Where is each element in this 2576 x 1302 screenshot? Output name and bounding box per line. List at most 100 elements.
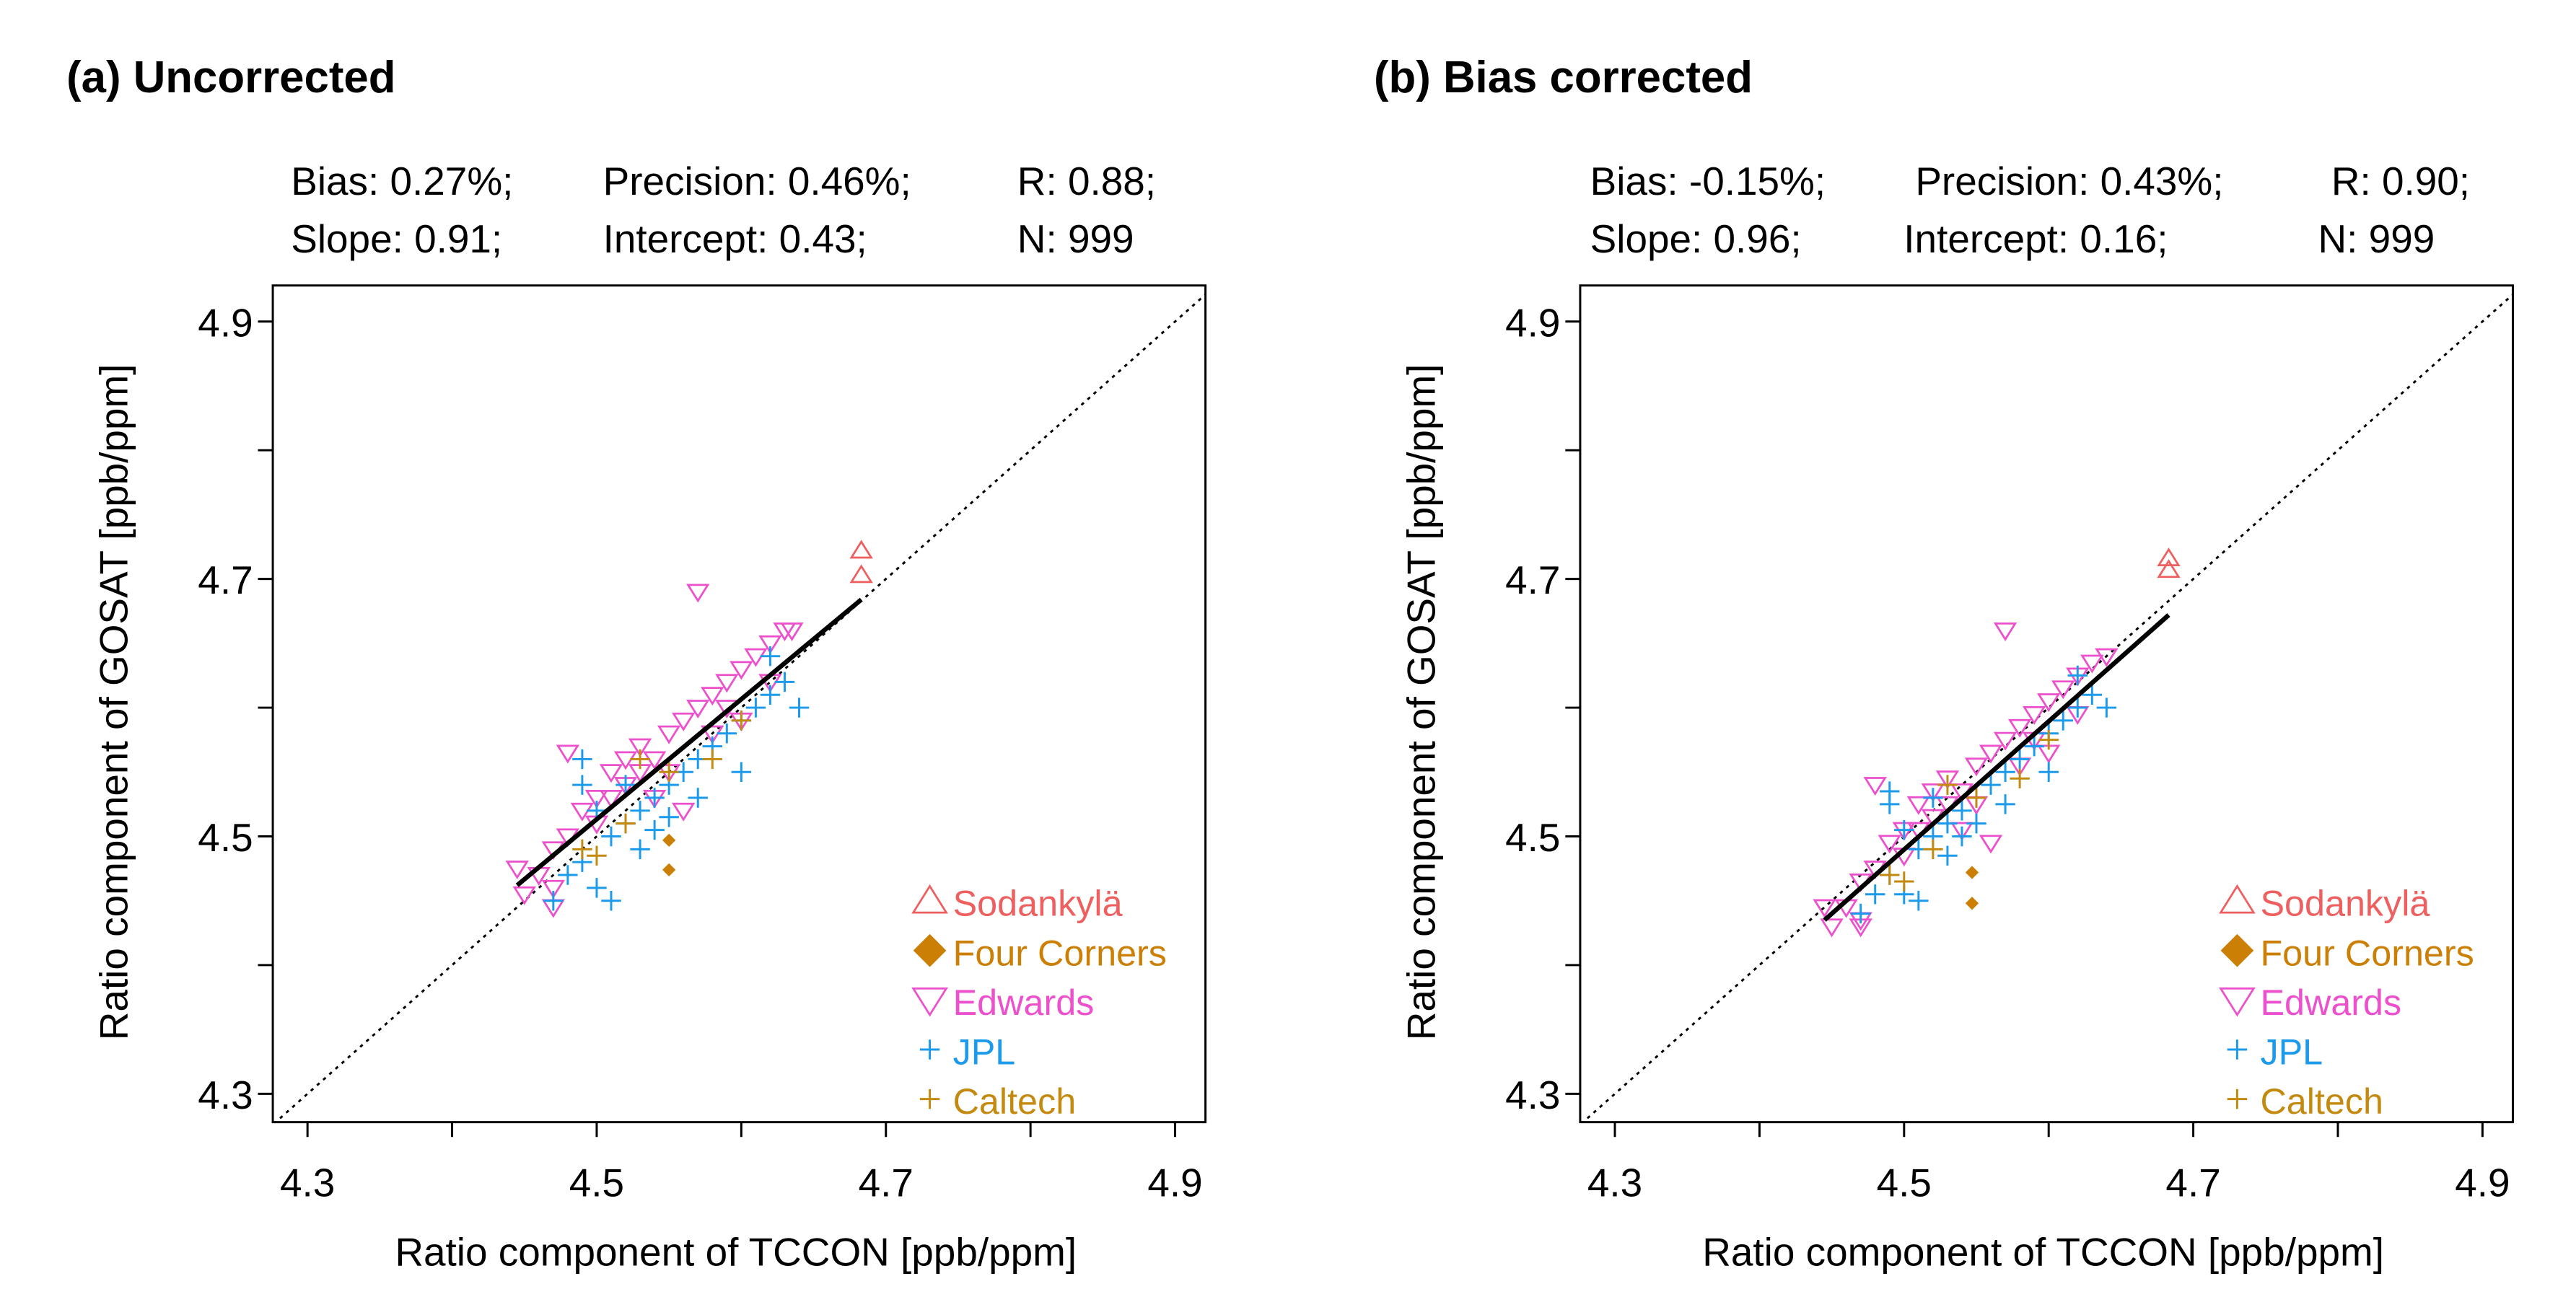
series-sodankyl- [2157, 547, 2181, 579]
data-point [1993, 623, 2018, 641]
data-point [2157, 559, 2181, 579]
data-point [1952, 826, 1972, 847]
data-point [556, 744, 580, 764]
y-tick-label: 4.9 [1505, 300, 1560, 345]
data-point [1965, 866, 1979, 879]
data-point [1878, 835, 1901, 854]
one-to-one-line [1581, 293, 2513, 1122]
data-point [780, 623, 804, 641]
legend-marker [911, 884, 948, 914]
x-tick-label: 4.7 [2165, 1161, 2220, 1205]
legend-label: Edwards [953, 982, 1095, 1023]
data-point [2096, 698, 2117, 718]
data-point [1981, 775, 2001, 795]
stat-intercept: Intercept: 0.16; [1903, 216, 2168, 261]
data-point [644, 819, 665, 840]
y-tick-label: 4.3 [198, 1073, 253, 1117]
x-tick-label: 4.9 [2455, 1161, 2510, 1205]
data-point [1921, 783, 1945, 802]
legend-marker [2227, 1039, 2248, 1060]
data-point [2010, 768, 2030, 788]
regression-line [1823, 613, 2170, 922]
data-point [2038, 729, 2059, 750]
panel-a: (a) Uncorrected Bias: 0.27%; Precision: 0.… [66, 53, 1207, 1275]
legend: Sodankylä Four Corners Edwards JPL Caltech [911, 883, 1167, 1122]
data-point [1965, 897, 1979, 910]
data-point [671, 802, 696, 822]
y-axis-label: Ratio component of GOSAT [ppb/ppm] [1399, 364, 1444, 1041]
data-point [644, 788, 665, 808]
legend-label: Edwards [2260, 982, 2401, 1023]
legend-label: JPL [2260, 1032, 2323, 1073]
data-point [587, 878, 607, 898]
data-point [701, 687, 724, 706]
data-point [1937, 845, 1958, 866]
stat-slope: Slope: 0.96; [1590, 216, 1802, 261]
data-point [2007, 718, 2032, 738]
data-point [730, 661, 753, 680]
y-tick-label: 4.9 [198, 300, 253, 345]
data-point [1950, 822, 1974, 841]
data-point [1894, 819, 1914, 840]
data-point [1993, 731, 2018, 751]
data-point [1964, 757, 1989, 777]
data-point [702, 749, 722, 770]
x-tick-label: 4.3 [1587, 1161, 1642, 1205]
legend-label: Four Corners [2260, 932, 2474, 973]
data-point [584, 789, 609, 809]
stat-bias: Bias: -0.15%; [1590, 159, 1826, 203]
legend-marker [2219, 884, 2256, 914]
legend-marker [2227, 1088, 2248, 1109]
data-point [671, 712, 696, 731]
data-point [1820, 918, 1844, 938]
y-tick-label: 4.3 [1505, 1073, 1560, 1117]
data-point [1906, 796, 1931, 815]
data-point [1865, 884, 1885, 905]
legend-label: Caltech [953, 1081, 1077, 1122]
series-four-corners [1965, 866, 1979, 910]
x-axis-label: Ratio component of TCCON [ppb/ppm] [395, 1230, 1077, 1275]
data-point [1863, 777, 1887, 796]
data-point [688, 788, 708, 808]
data-point [2157, 547, 2181, 567]
data-point [659, 762, 679, 783]
plot-area [1581, 293, 2513, 1122]
data-point [758, 635, 782, 654]
data-point [686, 584, 710, 603]
data-point [745, 698, 766, 718]
plot-frame [271, 284, 1207, 1124]
data-point [731, 762, 752, 783]
data-point [1909, 890, 1929, 911]
legend-label: Four Corners [953, 932, 1167, 973]
panel-b: (b) Bias corrected Bias: -0.15%; Precision… [1374, 53, 2514, 1275]
plot-frame [1579, 284, 2514, 1124]
data-point [760, 685, 781, 705]
legend-label: Sodankylä [953, 883, 1123, 924]
legend-label: Caltech [2260, 1081, 2383, 1122]
data-point [543, 890, 564, 911]
data-point [849, 564, 873, 584]
data-point [572, 775, 592, 795]
legend-marker [911, 987, 948, 1017]
data-point [615, 813, 636, 834]
data-point [1937, 775, 1958, 795]
data-point [2067, 698, 2088, 718]
y-tick-label: 4.5 [1505, 815, 1560, 860]
data-point [2010, 749, 2030, 770]
legend-marker [919, 1039, 940, 1060]
data-point [849, 540, 873, 559]
data-point [760, 646, 781, 667]
data-point [2022, 706, 2046, 725]
data-point [686, 700, 710, 719]
data-point [601, 826, 621, 847]
legend-label: JPL [953, 1032, 1016, 1073]
plot-area [273, 293, 1206, 1122]
data-point [2067, 665, 2088, 686]
data-point [1894, 871, 1914, 892]
x-tick-label: 4.5 [569, 1161, 624, 1205]
data-point [2053, 711, 2073, 731]
data-point [789, 698, 810, 718]
data-point [1979, 744, 2003, 764]
y-axis-label: Ratio component of GOSAT [ppb/ppm] [92, 364, 136, 1041]
one-to-one-line [273, 293, 1206, 1122]
